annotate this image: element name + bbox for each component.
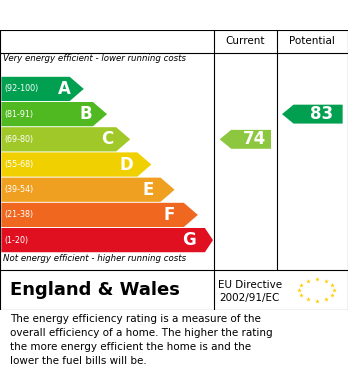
Text: E: E: [142, 181, 153, 199]
Text: 83: 83: [310, 105, 333, 123]
Polygon shape: [1, 178, 175, 202]
Text: F: F: [163, 206, 175, 224]
Text: (92-100): (92-100): [4, 84, 38, 93]
Text: Not energy efficient - higher running costs: Not energy efficient - higher running co…: [3, 255, 187, 264]
Text: B: B: [79, 105, 92, 123]
Text: Energy Efficiency Rating: Energy Efficiency Rating: [10, 7, 220, 23]
Text: (69-80): (69-80): [4, 135, 33, 144]
Text: EU Directive: EU Directive: [218, 280, 282, 290]
Polygon shape: [1, 77, 84, 101]
Text: The energy efficiency rating is a measure of the
overall efficiency of a home. T: The energy efficiency rating is a measur…: [10, 314, 273, 366]
Text: (81-91): (81-91): [4, 109, 33, 118]
Text: England & Wales: England & Wales: [10, 281, 180, 299]
Polygon shape: [282, 105, 343, 124]
Text: A: A: [58, 80, 71, 98]
Polygon shape: [1, 203, 198, 227]
Text: Very energy efficient - lower running costs: Very energy efficient - lower running co…: [3, 54, 187, 63]
Polygon shape: [1, 102, 107, 126]
Text: G: G: [182, 231, 195, 249]
Polygon shape: [1, 152, 151, 177]
Text: Potential: Potential: [290, 36, 335, 47]
Text: (39-54): (39-54): [4, 185, 33, 194]
Polygon shape: [1, 228, 213, 252]
Polygon shape: [1, 127, 130, 151]
Text: 74: 74: [243, 130, 266, 148]
Text: C: C: [101, 130, 113, 148]
Text: (1-20): (1-20): [4, 236, 28, 245]
Polygon shape: [220, 130, 271, 149]
Text: 2002/91/EC: 2002/91/EC: [220, 293, 280, 303]
Text: Current: Current: [226, 36, 265, 47]
Text: (55-68): (55-68): [4, 160, 33, 169]
Text: (21-38): (21-38): [4, 210, 33, 219]
Text: D: D: [119, 156, 133, 174]
